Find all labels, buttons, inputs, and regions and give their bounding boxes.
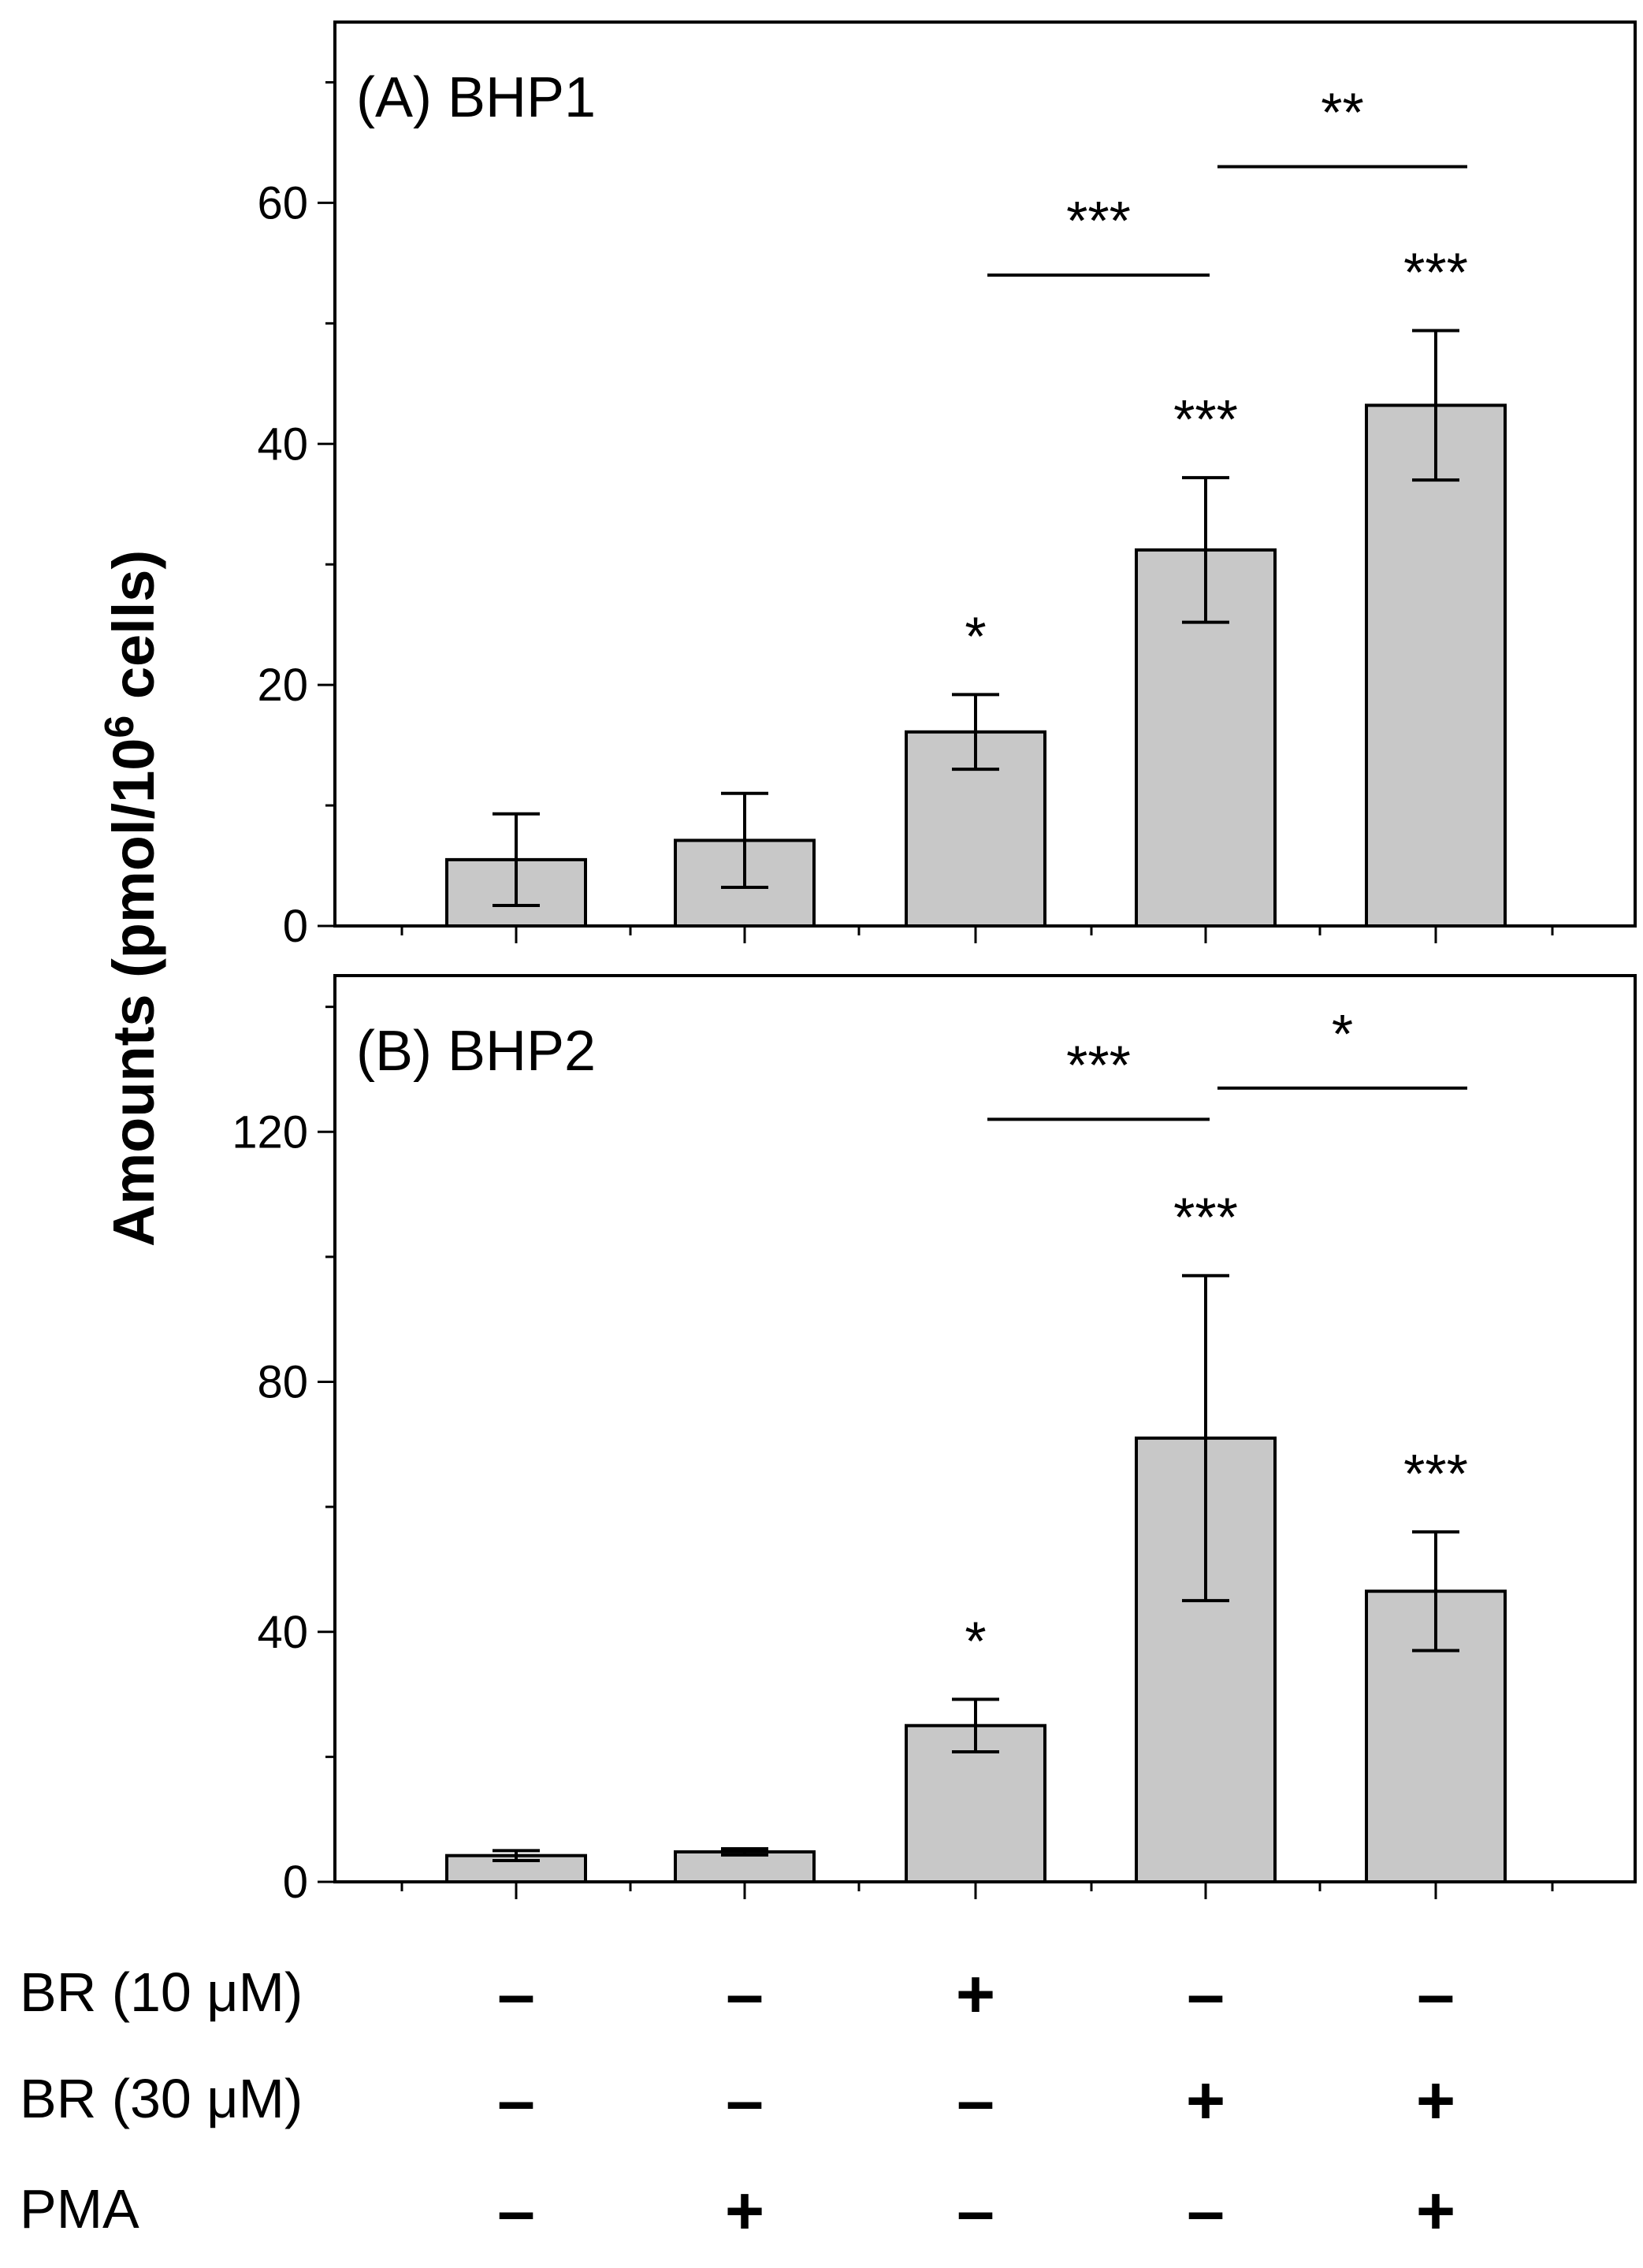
comparison-label: *** <box>1066 1034 1131 1095</box>
significance-label: *** <box>1403 1443 1468 1504</box>
treatment-sign: – <box>497 2173 535 2249</box>
treatment-sign: + <box>1416 2173 1455 2249</box>
treatment-sign: – <box>497 2063 535 2139</box>
treatment-sign: – <box>957 2063 994 2139</box>
treatment-sign: – <box>957 2173 994 2249</box>
y-tick-label: 0 <box>283 1857 308 1908</box>
treatment-label: BR (10 μM) <box>20 1961 303 2023</box>
treatment-sign: – <box>497 1957 535 2032</box>
significance-label: *** <box>1173 1187 1238 1248</box>
y-axis-label-main: Amounts (pmol/10 <box>101 738 166 1247</box>
y-tick-label: 20 <box>257 660 308 711</box>
treatment-label: PMA <box>20 2178 139 2240</box>
y-axis-label: Amounts (pmol/106 cells) <box>97 550 166 1247</box>
treatment-sign: – <box>1417 1957 1455 2032</box>
significance-label: *** <box>1173 389 1238 450</box>
comparison-label: ** <box>1321 82 1363 143</box>
treatment-sign: + <box>956 1957 995 2032</box>
y-tick-label: 40 <box>257 418 308 470</box>
significance-label: *** <box>1403 242 1468 303</box>
treatment-sign: – <box>726 2063 764 2139</box>
comparison-label: *** <box>1066 190 1131 251</box>
bar <box>1365 403 1507 928</box>
y-tick-label: 40 <box>257 1607 308 1658</box>
comparison-label: * <box>1332 1003 1353 1065</box>
y-tick-label: 60 <box>257 177 308 229</box>
treatment-sign: + <box>1416 2063 1455 2139</box>
treatment-sign: + <box>725 2173 764 2249</box>
y-tick-label: 80 <box>257 1357 308 1408</box>
treatment-table: BR (10 μM) – – + – – BR (30 μM) – – – + + PMA – + – – + <box>20 1957 1455 2249</box>
treatment-sign: – <box>1187 1957 1225 2032</box>
y-tick-label: 0 <box>283 901 308 952</box>
bar <box>674 1850 816 1884</box>
panel-title: (A) BHP1 <box>356 66 596 129</box>
significance-label: * <box>965 605 986 667</box>
treatment-sign: – <box>1187 2173 1225 2249</box>
treatment-sign: + <box>1186 2063 1225 2139</box>
y-tick-label: 120 <box>232 1106 308 1158</box>
y-axis-label-sup: 6 <box>97 716 143 738</box>
significance-label: * <box>965 1610 986 1671</box>
treatment-sign: – <box>726 1957 764 2032</box>
y-axis-label-tail: cells) <box>101 550 166 716</box>
treatment-label: BR (30 μM) <box>20 2068 303 2129</box>
panel-title: (B) BHP2 <box>356 1020 596 1083</box>
